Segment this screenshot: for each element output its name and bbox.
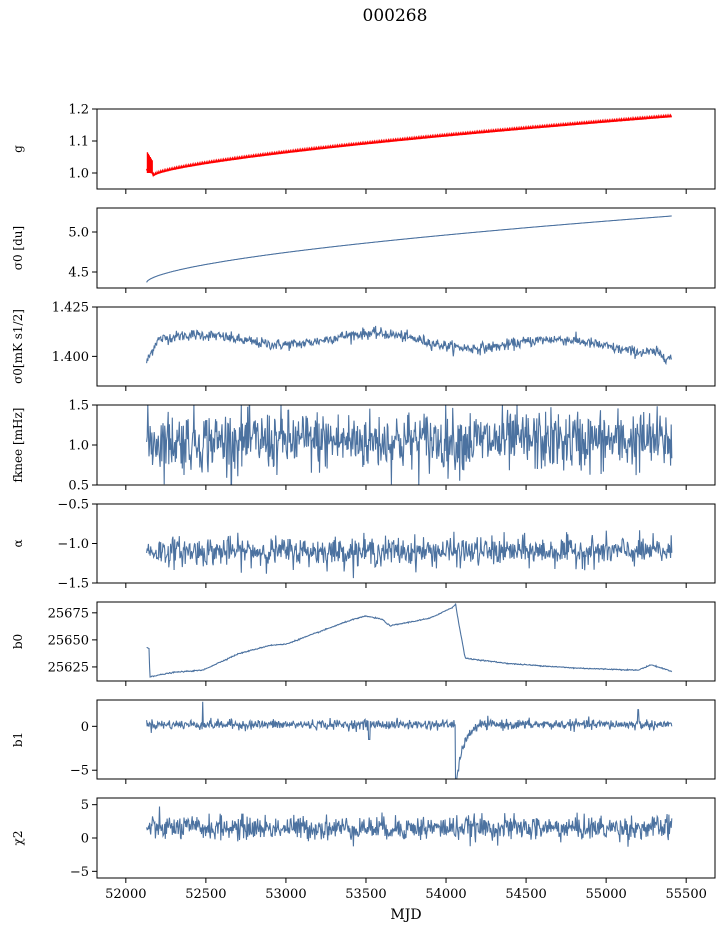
ytick-label: 5.0 (68, 226, 89, 241)
ytick-label: 25675 (48, 606, 89, 621)
axes-frame-sigma0_du (96, 207, 716, 289)
ytick-label: 0 (81, 720, 89, 735)
x-axis-label: MJD (390, 907, 421, 923)
series-line-g (146, 115, 672, 176)
series-line-b0 (146, 603, 673, 678)
ytick-label: 1.0 (68, 167, 89, 182)
ytick-label: 1.400 (52, 350, 89, 365)
panel-g: 1.0 1.1 1.2 g (11, 103, 716, 194)
ytick-label: 1.425 (52, 301, 89, 316)
ylabel-fknee: fknee [mHz] (11, 408, 25, 483)
ytick-label: 4.5 (68, 266, 89, 281)
series-line-fknee (146, 405, 673, 485)
ytick-label: 1.2 (68, 103, 89, 118)
series-line-b1 (146, 701, 673, 779)
panel-chi2: −5 0 5 χ2 (11, 797, 716, 883)
series-line-sigma0_mk (146, 325, 673, 366)
ytick-label: −5 (70, 865, 89, 880)
ylabel-chi2: χ2 (11, 831, 25, 846)
panel-b0: 25625 25650 25675 b0 (11, 601, 716, 686)
ytick-label: −1.0 (57, 537, 89, 552)
ylabel-sigma0_du: σ0 [du] (11, 226, 25, 270)
ytick-label: 25650 (48, 633, 89, 648)
series-line-sigma0_du (146, 215, 672, 283)
panel-fknee: 0.5 1.0 1.5 fknee [mHz] (11, 399, 716, 494)
ytick-label: 5 (81, 798, 89, 813)
series-line-g-highlight (145, 113, 672, 178)
ytick-label: 0.5 (68, 479, 89, 494)
ytick-label: 1.5 (68, 399, 89, 414)
ylabel-b1: b1 (11, 732, 25, 747)
panel-sigma0_mk: 1.400 1.425 σ0[mK s1/2] (11, 301, 716, 391)
xtick-label: 55000 (585, 887, 626, 902)
axes-frame-sigma0_mk (96, 306, 716, 387)
ytick-label: 1.0 (68, 439, 89, 454)
xtick-label: 54500 (505, 887, 546, 902)
xtick-label: 52000 (105, 887, 146, 902)
axes-frame-g (96, 108, 716, 190)
axes-frame-b0 (96, 601, 716, 682)
chart-title: 000268 (362, 6, 428, 26)
ytick-label: −5 (70, 764, 89, 779)
series-line-chi2 (146, 806, 673, 847)
axes-frame-b1 (96, 699, 716, 780)
ytick-label: 25625 (48, 660, 89, 675)
xtick-label: 55500 (666, 887, 707, 902)
xtick-label: 53500 (345, 887, 386, 902)
ytick-label: 1.1 (68, 135, 89, 150)
xtick-label: 54000 (425, 887, 466, 902)
series-line-alpha (146, 530, 673, 579)
xtick-label: 52500 (185, 887, 226, 902)
ytick-label: −0.5 (57, 498, 89, 513)
ytick-label: −1.5 (57, 577, 89, 592)
ylabel-g: g (11, 145, 25, 153)
ylabel-sigma0_mk: σ0[mK s1/2] (11, 309, 25, 384)
panel-sigma0_du: 4.5 5.0 σ0 [du] (11, 207, 716, 293)
axes-frame-chi2 (96, 797, 716, 879)
xtick-label: 53000 (265, 887, 306, 902)
ylabel-b0: b0 (11, 634, 25, 649)
panel-alpha: −1.5 −1.0 −0.5 α (11, 498, 716, 592)
ytick-label: 0 (81, 832, 89, 847)
ylabel-alpha: α (11, 539, 25, 547)
panel-b1: −5 0 b1 (11, 699, 716, 784)
